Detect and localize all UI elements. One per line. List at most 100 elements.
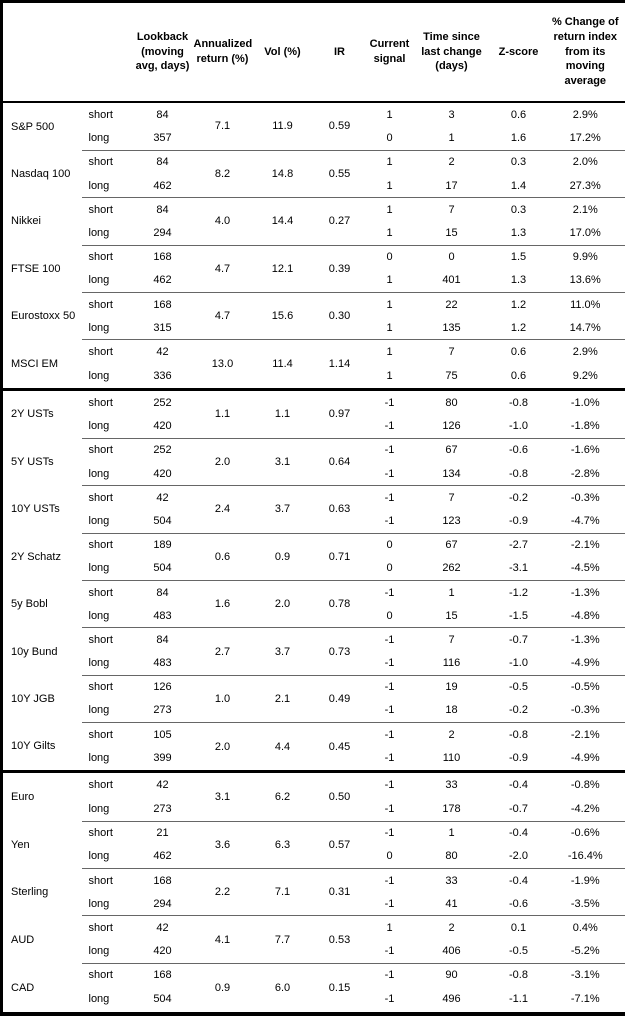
instrument-name: Eurostoxx 50: [11, 310, 76, 323]
instrument-name: Nasdaq 100: [11, 167, 71, 180]
cell-signal: -1: [367, 509, 412, 534]
cell-zscore: -0.6: [491, 892, 546, 917]
cell-vol: 12.1: [253, 245, 312, 293]
cell-ir: 0.30: [311, 292, 368, 341]
header-zscore: Z-score: [491, 1, 546, 103]
cell-ir: 1.14: [311, 339, 368, 391]
cell-annualized-return: 3.6: [191, 821, 254, 870]
horizon-label: short: [88, 444, 113, 457]
horizon-label: long: [81, 268, 134, 293]
cell-zscore: -0.4: [509, 874, 528, 887]
horizon-label: short: [88, 969, 113, 982]
header-current-signal: Current signal: [367, 1, 412, 103]
table-row: Nasdaq 100 short 84 8.2 14.8 0.55 1 2 0.3 2.0%: [2, 150, 625, 199]
cell-ir: 0.15: [328, 981, 351, 994]
cell-pct-change: 2.9%: [572, 345, 598, 358]
cell-zscore: -1.2: [509, 586, 528, 599]
cell-lookback: 84: [156, 586, 169, 599]
cell-pct-change: -0.5%: [570, 681, 600, 694]
table-row: long 504 -1 496 -1.1 -7.1%: [2, 987, 625, 1014]
cell-zscore: 1.2: [510, 298, 527, 311]
cell-time-since: 401: [411, 268, 492, 293]
cell-signal: -1: [384, 396, 395, 409]
instrument-name: Euro: [11, 791, 35, 804]
table-body: S&P 500 short 84 7.1 11.9 0.59 1 3 0.6 2.9% long 35…: [1, 102, 625, 1014]
table-row: long 483 -1 116 -1.0 -4.9%: [2, 651, 625, 676]
cell-annualized-return: 1.1: [191, 389, 254, 439]
cell-signal: -1: [367, 651, 412, 676]
cell-zscore: 1.6: [491, 126, 546, 151]
instrument-name: 10Y USTs: [11, 503, 60, 516]
cell-zscore: -2.7: [509, 539, 528, 552]
header-vol: Vol (%): [253, 1, 312, 103]
cell-zscore: 1.3: [491, 268, 546, 293]
instrument-name: 2Y Schatz: [11, 550, 61, 563]
instrument-name: S&P 500: [11, 120, 55, 133]
cell-annualized-return: 4.7: [191, 245, 254, 293]
instrument-name: 5y Bobl: [11, 598, 48, 611]
cell-vol: 6.0: [274, 981, 291, 994]
cell-time-since: 19: [445, 681, 458, 694]
cell-time-since: 18: [411, 698, 492, 724]
cell-time-since: 496: [442, 993, 461, 1006]
cell-pct-change: 2.0%: [572, 156, 598, 169]
cell-ir: 0.45: [311, 722, 368, 774]
cell-annualized-return: 2.7: [191, 627, 254, 676]
horizon-label: long: [81, 221, 134, 246]
cell-annualized-return: 4.7: [191, 292, 254, 341]
cell-pct-change: -2.8%: [545, 462, 625, 487]
cell-pct-change: -1.3%: [570, 586, 600, 599]
cell-lookback: 84: [156, 156, 169, 169]
cell-pct-change: -4.7%: [545, 509, 625, 534]
cell-time-since: 7: [448, 491, 455, 504]
cell-signal: -1: [384, 681, 395, 694]
table-row: long 483 0 15 -1.5 -4.8%: [2, 604, 625, 629]
table-row: long 294 -1 41 -0.6 -3.5%: [2, 892, 625, 917]
cell-lookback: 357: [133, 126, 192, 151]
horizon-label: short: [88, 396, 113, 409]
table-row: 10Y USTs short 42 2.4 3.7 0.63 -1 7 -0.2 -0.3%: [2, 485, 625, 534]
cell-signal: 1: [367, 363, 412, 391]
horizon-label: short: [88, 681, 113, 694]
cell-ir: 0.53: [311, 915, 368, 964]
cell-pct-change: -0.6%: [570, 827, 600, 840]
horizon-label: short: [88, 827, 113, 840]
cell-time-since: 67: [445, 539, 458, 552]
cell-pct-change: -4.8%: [545, 604, 625, 629]
table-row: long 420 -1 406 -0.5 -5.2%: [2, 939, 625, 964]
table-header: Lookback (moving avg, days) Annualized r…: [1, 1, 625, 103]
cell-lookback: 483: [133, 651, 192, 676]
cell-time-since: 406: [411, 939, 492, 964]
table-row: long 420 -1 134 -0.8 -2.8%: [2, 462, 625, 487]
cell-pct-change: -1.3%: [570, 633, 600, 646]
instrument-name: 10Y JGB: [11, 692, 55, 705]
horizon-label: short: [88, 779, 113, 792]
cell-pct-change: -2.1%: [570, 728, 600, 741]
cell-lookback: 189: [153, 539, 172, 552]
cell-pct-change: 9.9%: [572, 251, 598, 264]
cell-lookback: 84: [156, 203, 169, 216]
cell-annualized-return: 2.2: [191, 868, 254, 917]
table-row: 10Y JGB short 126 1.0 2.1 0.49 -1 19 -0.5 -0.5%: [2, 675, 625, 724]
cell-signal: -1: [367, 746, 412, 774]
cell-signal: 1: [386, 298, 393, 311]
header-time-since-last-change: Time since last change (days): [411, 1, 492, 103]
cell-zscore: 1.2: [491, 316, 546, 341]
table-row: AUD short 42 4.1 7.7 0.53 1 2 0.1 0.4%: [2, 915, 625, 964]
cell-pct-change: -0.8%: [570, 779, 600, 792]
cell-annualized-return: 0.6: [191, 533, 254, 581]
cell-pct-change: -7.1%: [570, 993, 600, 1006]
horizon-label: long: [81, 363, 134, 391]
cell-lookback: 42: [156, 345, 169, 358]
cell-lookback: 483: [133, 604, 192, 629]
cell-signal: 1: [386, 108, 393, 121]
cell-zscore: -3.1: [491, 556, 546, 581]
header-row: Lookback (moving avg, days) Annualized r…: [1, 1, 625, 103]
horizon-label: long: [81, 509, 134, 534]
cell-vol: 7.7: [253, 915, 312, 964]
cell-pct-change: 0.4%: [572, 921, 598, 934]
cell-pct-change: -3.1%: [570, 969, 600, 982]
cell-zscore: -1.5: [491, 604, 546, 629]
cell-lookback: 42: [156, 491, 169, 504]
cell-signal: -1: [384, 491, 395, 504]
